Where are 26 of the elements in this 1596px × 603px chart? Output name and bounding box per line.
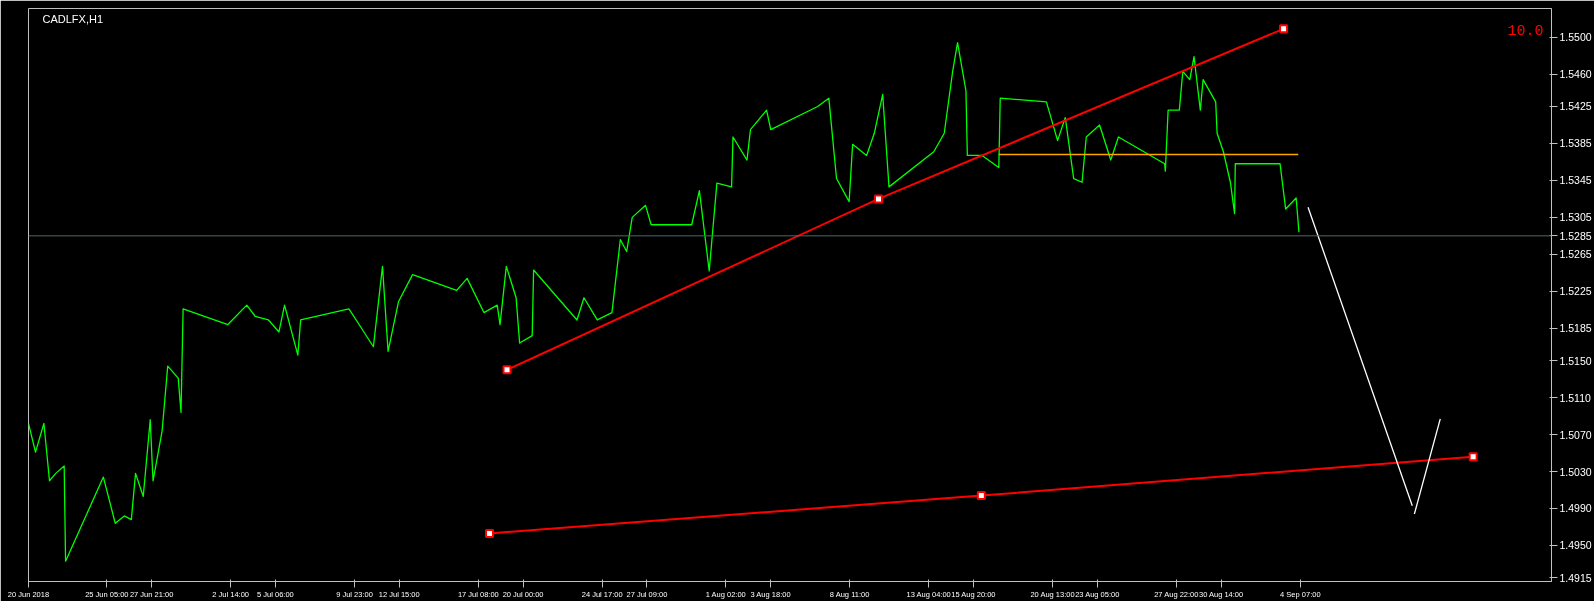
line-series bbox=[28, 42, 1300, 562]
y-tick-label: 1.5500 bbox=[1559, 31, 1592, 44]
y-tick-label: 1.5070 bbox=[1559, 428, 1592, 441]
y-tick-label: 1.5030 bbox=[1559, 465, 1592, 478]
annotation: 10.0 bbox=[1507, 22, 1544, 40]
y-tick-label: 1.4950 bbox=[1559, 539, 1592, 552]
y-tick-label: 1.5265 bbox=[1559, 248, 1592, 261]
point bbox=[1279, 24, 1289, 34]
y-tick-label: 1.5460 bbox=[1559, 68, 1592, 81]
y-tick-label: 1.5305 bbox=[1559, 211, 1592, 224]
y-tick-label: 1.5345 bbox=[1559, 174, 1592, 187]
point bbox=[874, 194, 883, 204]
y-tick-label: 1.4990 bbox=[1559, 502, 1592, 515]
point bbox=[976, 491, 986, 501]
y-tick-label: 1.4915 bbox=[1559, 571, 1592, 584]
point bbox=[485, 528, 495, 538]
y-tick-label: 1.5185 bbox=[1559, 322, 1592, 335]
y-tick-label: 1.5385 bbox=[1559, 137, 1592, 150]
y-tick-label: 1.5110 bbox=[1559, 391, 1591, 404]
y-tick-label: 1.5425 bbox=[1559, 100, 1592, 113]
chart-title: CADLFX,H1 bbox=[42, 12, 104, 25]
ref-line-label: 1.5285 bbox=[1559, 229, 1592, 242]
point bbox=[1468, 452, 1478, 462]
y-tick-label: 1.5150 bbox=[1559, 354, 1592, 367]
point bbox=[502, 365, 512, 375]
y-tick-label: 1.5225 bbox=[1559, 285, 1592, 298]
